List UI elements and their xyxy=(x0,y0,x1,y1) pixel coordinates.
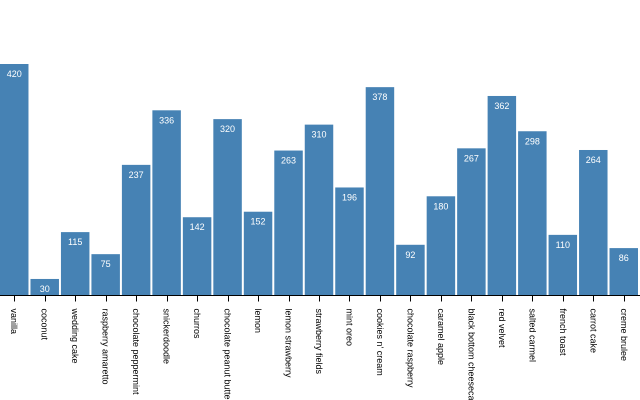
x-tick-label: cookies n' cream xyxy=(375,309,385,376)
bar xyxy=(274,150,303,296)
x-tick-label: coconut xyxy=(40,309,50,341)
bar xyxy=(213,119,242,296)
x-tick-label: french toast xyxy=(558,309,568,357)
bar xyxy=(396,244,425,296)
bar xyxy=(365,87,395,296)
data-label: 420 xyxy=(7,69,22,79)
x-tick-label: snickerdoodle xyxy=(162,309,172,365)
bar xyxy=(518,131,547,296)
x-tick-label: lemon strawberry xyxy=(284,309,294,379)
x-axis: vanilla coconut wedding cake raspberry amar… xyxy=(0,295,640,400)
x-tick-label: raspberry amaretto xyxy=(101,309,111,385)
x-tick-label: creme brulee xyxy=(619,309,629,362)
data-label: 310 xyxy=(311,130,326,140)
data-label: 180 xyxy=(433,201,448,211)
bar xyxy=(579,149,608,296)
x-tick-label: salted carmel xyxy=(527,309,537,363)
data-label: 110 xyxy=(556,240,570,250)
data-label: 267 xyxy=(464,153,479,163)
x-tick-label: chocolate peppermint xyxy=(131,309,141,396)
x-tick-label: strawberry fields xyxy=(314,309,324,375)
bar xyxy=(609,248,638,296)
x-tick-label: chocolate raspberry xyxy=(405,309,415,389)
data-label: 237 xyxy=(129,170,144,180)
x-tick-label: black bottom cheesecake xyxy=(466,309,476,400)
x-tick-label: caramel apple xyxy=(436,309,446,366)
x-tick-label: mint oreo xyxy=(344,309,354,347)
bar xyxy=(304,124,334,296)
data-label: 92 xyxy=(405,250,415,260)
data-label: 196 xyxy=(342,192,357,202)
bar xyxy=(243,211,273,296)
bar xyxy=(457,148,486,296)
x-tick-label: lemon xyxy=(253,309,263,334)
data-label: 263 xyxy=(281,156,296,166)
data-label: 320 xyxy=(220,124,235,134)
data-label: 115 xyxy=(68,237,82,247)
x-tick-label: wedding cake xyxy=(70,308,80,364)
data-label: 75 xyxy=(101,259,111,269)
bar xyxy=(182,217,212,296)
data-label: 298 xyxy=(525,136,540,146)
data-label: 86 xyxy=(619,253,629,263)
bar xyxy=(487,95,517,296)
data-label: 336 xyxy=(159,115,174,125)
bars-layer xyxy=(0,64,638,296)
data-label: 142 xyxy=(190,222,205,232)
bar xyxy=(548,234,578,296)
bar xyxy=(335,187,364,296)
bar xyxy=(30,278,59,296)
bar xyxy=(91,254,120,296)
data-label: 362 xyxy=(494,101,509,111)
data-label: 378 xyxy=(372,92,387,102)
bar xyxy=(0,64,29,296)
x-tick-label: vanilla xyxy=(9,309,19,335)
bar xyxy=(152,110,181,296)
x-tick-label: red velvet xyxy=(497,309,507,349)
bar xyxy=(426,196,456,296)
bar xyxy=(60,232,90,296)
x-tick-label: churros xyxy=(192,309,202,340)
value-labels-layer: 420 30 115 75 237 336 142 320 152 263 310 196 378 92 1… xyxy=(7,69,629,294)
data-label: 30 xyxy=(40,284,50,294)
data-label: 152 xyxy=(251,217,266,227)
data-label: 264 xyxy=(586,155,601,165)
x-tick-label: chocolate peanut butter xyxy=(223,309,233,400)
bar xyxy=(121,164,151,296)
x-tick-label: carrot cake xyxy=(588,309,598,354)
